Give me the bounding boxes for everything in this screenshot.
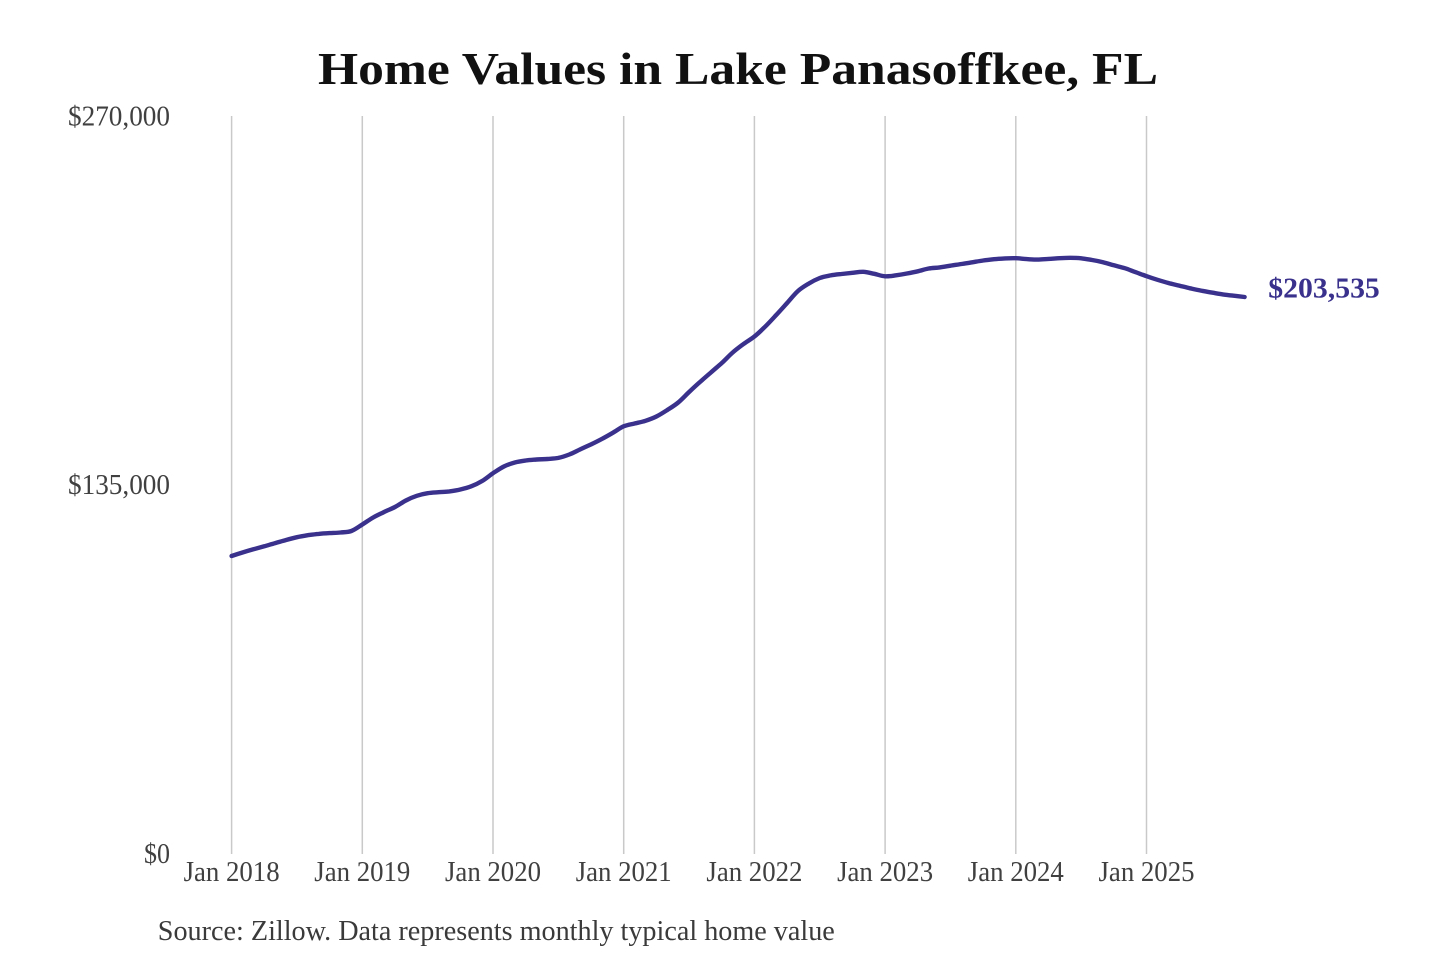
svg-text:Source: Zillow. Data represent: Source: Zillow. Data represents monthly … [158, 916, 835, 947]
svg-text:Home Values in Lake Panasoffke: Home Values in Lake Panasoffkee, FL [318, 43, 1158, 94]
svg-text:$270,000: $270,000 [68, 101, 170, 133]
svg-text:Jan 2024: Jan 2024 [968, 857, 1064, 888]
svg-text:Jan 2019: Jan 2019 [314, 857, 410, 888]
svg-text:Jan 2023: Jan 2023 [837, 857, 933, 888]
svg-text:Jan 2022: Jan 2022 [706, 857, 802, 888]
svg-text:$0: $0 [144, 838, 170, 870]
svg-text:Jan 2021: Jan 2021 [576, 857, 672, 888]
svg-text:Jan 2025: Jan 2025 [1099, 857, 1195, 888]
svg-text:Jan 2020: Jan 2020 [445, 857, 541, 888]
svg-text:$135,000: $135,000 [68, 469, 170, 501]
svg-text:Jan 2018: Jan 2018 [184, 857, 280, 888]
svg-text:$203,535: $203,535 [1268, 273, 1380, 305]
